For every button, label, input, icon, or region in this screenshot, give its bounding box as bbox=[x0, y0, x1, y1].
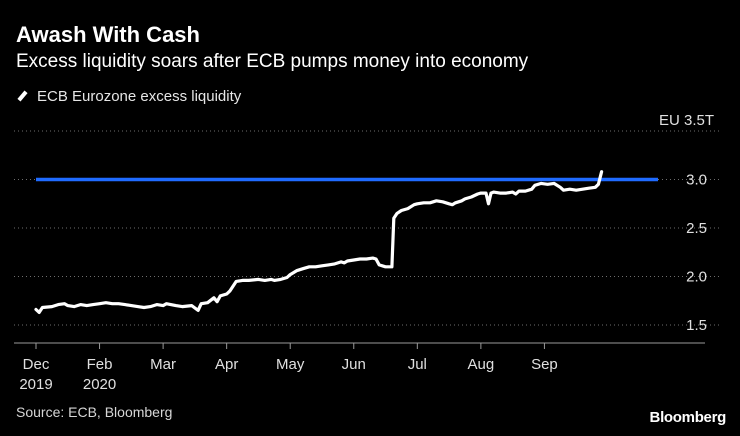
gridlines bbox=[14, 130, 720, 326]
series-group bbox=[34, 170, 604, 314]
legend-label: ECB Eurozone excess liquidity bbox=[37, 87, 242, 105]
x-tick-label: Feb bbox=[87, 356, 113, 373]
x-tick-label: Aug bbox=[468, 356, 495, 373]
x-tick-label: Sep bbox=[531, 356, 558, 373]
y-tick-label: 1.5 bbox=[686, 317, 707, 334]
chart-title: Awash With Cash bbox=[16, 22, 200, 47]
x-tick-label: Mar bbox=[150, 356, 176, 373]
y-tick-label: 3.0 bbox=[686, 172, 707, 189]
x-axis bbox=[14, 342, 705, 349]
x-tick-label-year: 2020 bbox=[83, 376, 116, 393]
bloomberg-logo: Bloomberg bbox=[649, 409, 727, 426]
x-tick-label: Dec bbox=[23, 356, 50, 373]
x-tick-label: Jul bbox=[408, 356, 427, 373]
x-tick-label: May bbox=[276, 356, 305, 373]
axis-labels: 1.5 2.0 2.5 3.0 EU 3.5T Dec 2019 Feb 2020 Mar Apr M… bbox=[19, 112, 714, 393]
x-tick-label-year: 2019 bbox=[19, 376, 52, 393]
x-tick-label: Jun bbox=[342, 356, 366, 373]
source-note: Source: ECB, Bloomberg bbox=[16, 404, 173, 420]
y-tick-label: 2.0 bbox=[686, 269, 707, 286]
chart-subtitle: Excess liquidity soars after ECB pumps m… bbox=[16, 51, 529, 72]
y-tick-label: 2.5 bbox=[686, 220, 707, 237]
y-unit-label: EU 3.5T bbox=[659, 112, 714, 129]
legend: ECB Eurozone excess liquidity bbox=[16, 86, 241, 106]
series-line-excess-liquidity bbox=[34, 170, 604, 314]
x-tick-label: Apr bbox=[215, 356, 238, 373]
